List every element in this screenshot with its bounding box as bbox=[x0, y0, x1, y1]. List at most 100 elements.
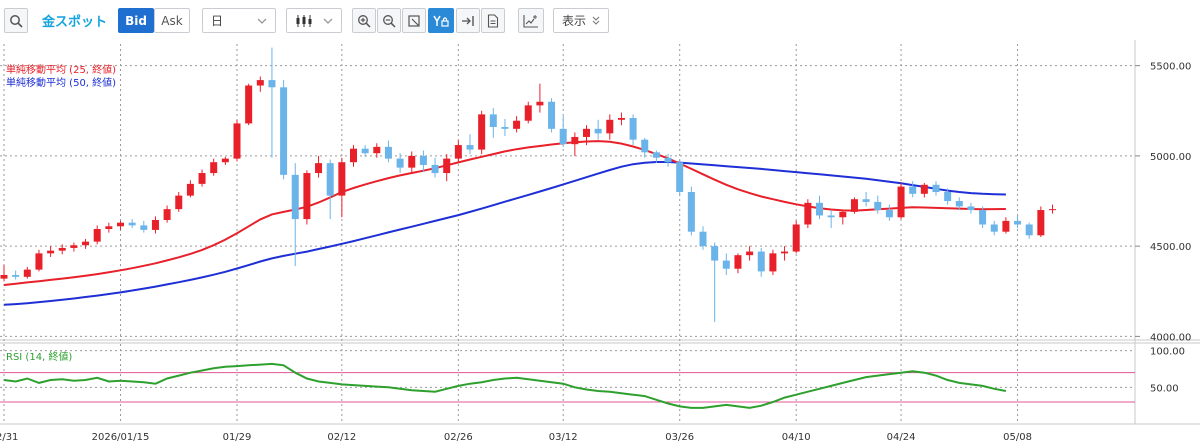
candle-body bbox=[210, 162, 218, 174]
candle-body bbox=[1025, 224, 1033, 236]
candle-body bbox=[1049, 209, 1056, 211]
arrow-right-bar-icon bbox=[462, 15, 474, 26]
candle-body bbox=[559, 128, 567, 145]
candle-body bbox=[746, 251, 754, 256]
candle-body bbox=[221, 158, 229, 163]
search-icon bbox=[10, 14, 23, 28]
zoom-out-icon bbox=[383, 14, 396, 28]
candle-body bbox=[186, 183, 194, 196]
chevron-down-icon bbox=[257, 18, 267, 24]
candle-body bbox=[804, 202, 812, 225]
candle-body bbox=[140, 225, 148, 230]
candle-body bbox=[850, 199, 858, 212]
candle-body bbox=[315, 163, 323, 174]
candle-body bbox=[699, 231, 707, 247]
candle-body bbox=[117, 222, 124, 227]
rsi-layer bbox=[0, 362, 1135, 409]
y-tick-label: 5000.00 bbox=[1150, 152, 1191, 163]
ask-button[interactable]: Ask bbox=[154, 8, 190, 33]
x-tick-label: 03/26 bbox=[665, 432, 694, 443]
zoom-in-icon bbox=[358, 14, 371, 28]
x-axis: 12/31 2026/01/15 01/29 02/12 02/26 03/12 03/26… bbox=[0, 432, 1032, 443]
candle-body bbox=[256, 80, 264, 86]
candle-body bbox=[571, 136, 579, 145]
y-axis: 5500.00 5000.00 4500.00 4000.00 100.00 50.00 bbox=[1135, 62, 1191, 394]
display-label: 表示 bbox=[562, 14, 587, 28]
candle-body bbox=[513, 120, 521, 129]
candle-body bbox=[431, 164, 439, 174]
y-axis-lock-button[interactable] bbox=[428, 8, 454, 33]
candle-body bbox=[245, 85, 253, 124]
fit-screen-icon bbox=[408, 14, 420, 27]
candle-body bbox=[163, 209, 171, 220]
candle-body bbox=[291, 174, 299, 220]
candle-body bbox=[594, 128, 602, 134]
candle-body bbox=[722, 260, 730, 269]
legend-sma25: 単純移動平均 (25, 終値) bbox=[6, 63, 116, 76]
candlestick-icon bbox=[296, 14, 312, 27]
candle-body bbox=[23, 269, 31, 277]
candle-body bbox=[396, 158, 404, 168]
x-tick-label: 03/12 bbox=[549, 432, 578, 443]
search-button[interactable] bbox=[4, 8, 28, 33]
rsi-tick-label: 50.00 bbox=[1150, 383, 1179, 394]
candle-body bbox=[12, 275, 20, 277]
candle-body bbox=[70, 245, 78, 248]
candle-body bbox=[641, 139, 649, 153]
chart-grid bbox=[0, 40, 1200, 425]
price-chart[interactable]: 5500.005000.004500.004000.00100.0050.00 … bbox=[0, 40, 1200, 446]
candle-body bbox=[862, 199, 870, 202]
candle-body bbox=[967, 206, 975, 211]
candle-body bbox=[769, 253, 777, 272]
candle-body bbox=[885, 210, 893, 218]
chart-type-select[interactable] bbox=[286, 8, 342, 33]
candle-body bbox=[583, 128, 590, 137]
candle-body bbox=[524, 105, 532, 121]
bid-button[interactable]: Bid bbox=[118, 8, 154, 33]
chart-toolbar: 金スポット Bid Ask 日 表示 bbox=[0, 0, 1200, 40]
document-button[interactable] bbox=[481, 8, 505, 33]
x-tick-label: 04/24 bbox=[887, 432, 916, 443]
fit-button[interactable] bbox=[402, 8, 426, 33]
candle-body bbox=[466, 145, 474, 150]
add-indicator-button[interactable] bbox=[518, 8, 544, 33]
scroll-to-latest-button[interactable] bbox=[456, 8, 480, 33]
candle-body bbox=[454, 145, 462, 159]
zoom-out-button[interactable] bbox=[377, 8, 401, 33]
candle-body bbox=[373, 146, 381, 154]
display-menu-button[interactable]: 表示 bbox=[553, 8, 609, 33]
candlestick-series bbox=[0, 47, 1056, 322]
period-value: 日 bbox=[211, 14, 224, 28]
candle-body bbox=[734, 255, 742, 269]
candle-body bbox=[990, 224, 998, 232]
candle-body bbox=[338, 162, 346, 196]
candle-body bbox=[361, 148, 369, 154]
y-tick-label: 4000.00 bbox=[1150, 332, 1191, 343]
candle-body bbox=[920, 184, 928, 194]
x-tick-label: 02/26 bbox=[444, 432, 473, 443]
zoom-in-button[interactable] bbox=[352, 8, 376, 33]
sma50-line bbox=[3, 161, 1006, 306]
candle-body bbox=[58, 247, 66, 251]
x-tick-label: 01/29 bbox=[223, 432, 252, 443]
chevron-down-icon bbox=[323, 18, 333, 24]
x-tick-label: 04/10 bbox=[782, 432, 811, 443]
x-tick-label: 12/31 bbox=[0, 432, 18, 443]
period-select[interactable]: 日 bbox=[202, 8, 276, 33]
candle-body bbox=[687, 192, 695, 232]
legend-sma50: 単純移動平均 (50, 終値) bbox=[6, 76, 116, 89]
candle-body bbox=[419, 155, 427, 165]
sma25-layer bbox=[3, 140, 1006, 286]
candle-body bbox=[548, 101, 556, 129]
chart-add-icon bbox=[523, 14, 538, 28]
legend-rsi: RSI (14, 終値) bbox=[6, 350, 72, 363]
x-tick-label: 05/08 bbox=[1003, 432, 1032, 443]
sma50-layer bbox=[3, 161, 1006, 306]
candle-body bbox=[664, 157, 672, 163]
candle-body bbox=[617, 118, 625, 120]
candle-body bbox=[489, 114, 497, 128]
candle-body bbox=[501, 127, 509, 129]
candle-body bbox=[443, 158, 451, 174]
x-tick-label: 02/12 bbox=[327, 432, 356, 443]
candle-body bbox=[198, 173, 206, 184]
